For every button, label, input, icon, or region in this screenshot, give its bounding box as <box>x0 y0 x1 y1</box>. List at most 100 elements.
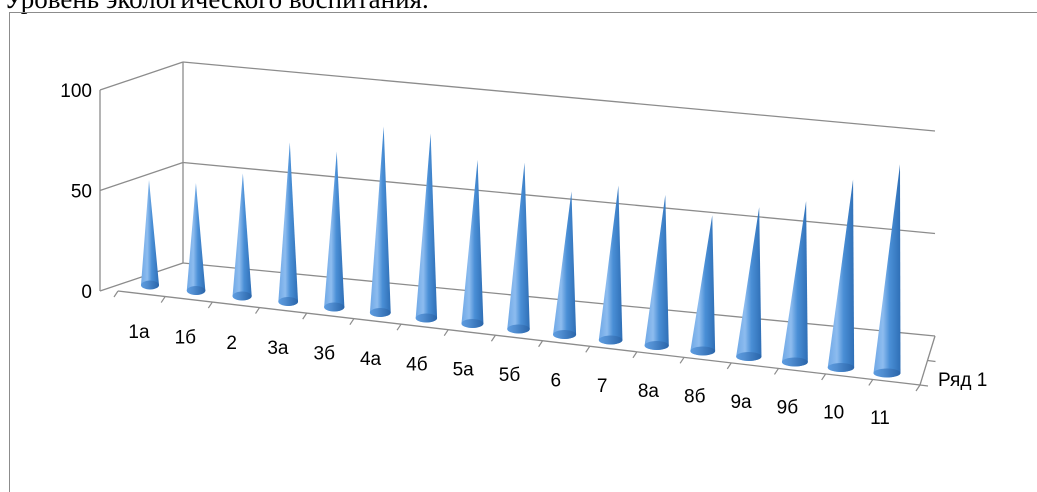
x-category-label: 2 <box>226 333 237 354</box>
cone-bar <box>690 215 716 356</box>
cone-body <box>415 133 438 323</box>
x-tick-mark <box>915 384 921 392</box>
series-axis-label: Ряд 1 <box>938 370 987 391</box>
x-tick-mark <box>302 312 308 320</box>
cone-base <box>186 286 206 295</box>
x-category-label: 1б <box>175 327 197 348</box>
cone-bar <box>736 207 762 361</box>
cone-base <box>644 341 669 350</box>
gridlines <box>99 61 936 337</box>
cone-bar <box>232 173 252 301</box>
gridline-back <box>182 161 936 235</box>
cone-body <box>186 183 206 295</box>
cone-bar <box>324 151 345 312</box>
cone-base <box>598 335 623 345</box>
x-tick-mark <box>679 357 685 364</box>
x-category-label: 6 <box>551 370 562 391</box>
x-category-label: 9а <box>730 392 752 413</box>
gridline-side <box>99 61 184 91</box>
cone-body <box>736 207 762 361</box>
cone-base <box>873 368 901 378</box>
x-category-label: 9б <box>777 397 799 418</box>
y-tick-label: 100 <box>60 81 92 102</box>
cone-body <box>873 164 901 378</box>
cone-body <box>553 191 577 339</box>
cone-bar <box>598 185 623 345</box>
cone-body <box>827 179 855 372</box>
cone-base <box>141 280 159 290</box>
cone-bar <box>781 201 808 367</box>
x-category-label: 11 <box>870 408 890 429</box>
x-category-label: 4б <box>406 354 428 375</box>
cone-bar <box>553 191 577 339</box>
cone-bar <box>461 159 484 329</box>
x-tick-mark <box>255 307 261 314</box>
depth-tick-mark <box>919 384 929 387</box>
x-category-label: 4а <box>360 349 382 370</box>
cone-base <box>690 346 716 356</box>
x-tick-mark <box>396 323 402 331</box>
x-tick-mark <box>868 379 874 386</box>
cone-chart: 0 50 100 1а 1б 2 3а 3б 4а 4б 5а 5б 6 7 8а 8б 9а 9б 10 11 Р… <box>60 61 987 429</box>
cone-bar <box>369 126 391 317</box>
x-category-label: 1а <box>128 322 150 343</box>
x-tick-mark <box>632 351 638 359</box>
cone-body <box>369 126 391 317</box>
cone-bar <box>278 142 299 306</box>
cone-body <box>781 201 808 367</box>
x-category-label: 3б <box>314 344 336 365</box>
x-tick-mark <box>821 373 827 381</box>
cone-body <box>598 185 623 345</box>
cone-bar <box>507 162 530 334</box>
y-tick-label: 0 <box>81 282 92 303</box>
x-tick-mark <box>585 345 591 353</box>
cone-bar <box>827 179 855 372</box>
cone-body <box>324 151 345 312</box>
cone-bar <box>141 180 159 290</box>
cone-body <box>232 173 252 301</box>
axes <box>99 62 936 392</box>
x-tick-mark <box>490 334 496 342</box>
x-tick-mark <box>349 318 355 325</box>
depth-tick-mark <box>927 359 936 363</box>
cone-bar <box>873 164 901 378</box>
x-tick-mark <box>160 296 166 303</box>
x-category-label: 7 <box>597 376 608 397</box>
x-axis-categories: 1а 1б 2 3а 3б 4а 4б 5а 5б 6 7 8а 8б 9а 9б 10 11 <box>128 322 889 429</box>
page-heading: Уровень экологического воспитания. <box>4 0 429 15</box>
x-category-label: 8а <box>638 381 660 402</box>
cones <box>141 126 901 378</box>
x-category-label: 8б <box>684 387 706 408</box>
x-tick-mark <box>207 301 213 309</box>
cone-bar <box>644 194 669 350</box>
cone-base <box>507 324 530 334</box>
y-tick-label: 50 <box>71 182 92 203</box>
cone-base <box>781 357 808 367</box>
x-tick-mark <box>773 368 779 375</box>
x-category-label: 3а <box>267 338 289 359</box>
cone-body <box>644 194 669 350</box>
x-tick-mark <box>113 290 119 298</box>
chart-frame <box>9 12 1037 492</box>
cone-body <box>461 159 484 329</box>
cone-body <box>507 162 530 334</box>
cone-base <box>461 319 484 328</box>
cone-base <box>553 330 577 339</box>
x-category-label: 5а <box>453 360 475 381</box>
y-axis-ticks: 0 50 100 <box>60 81 92 303</box>
cone-base <box>827 363 855 372</box>
x-category-label: 5б <box>499 365 521 386</box>
gridline-back <box>182 61 936 132</box>
cone-body <box>278 142 299 306</box>
x-tick-mark <box>726 362 732 370</box>
gridline-side <box>99 262 184 292</box>
series-axis: Ряд 1 <box>938 370 987 391</box>
cone-body <box>690 215 716 356</box>
x-axis-line <box>117 290 921 386</box>
cone-base <box>736 352 762 361</box>
gridline-side <box>99 161 184 192</box>
cone-base <box>415 313 438 323</box>
cone-base <box>278 297 299 306</box>
x-tick-mark <box>538 340 544 348</box>
cone-base <box>369 308 391 317</box>
